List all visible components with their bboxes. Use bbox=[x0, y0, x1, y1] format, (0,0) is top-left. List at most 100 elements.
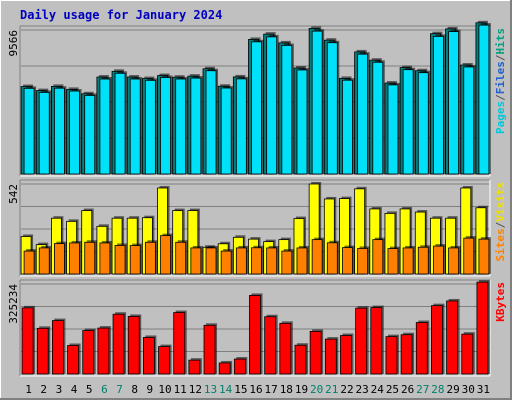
x-tick-label-29: 29 bbox=[446, 383, 459, 396]
x-tick-label-8: 8 bbox=[131, 383, 138, 396]
bar-files-17 bbox=[266, 36, 278, 175]
x-tick-label-22: 22 bbox=[340, 383, 353, 396]
bar-files-6 bbox=[99, 78, 111, 175]
x-axis-tick-labels: 1 2 3 4 5 6 7 8 9 10 11 12 13 14 15 16 17 18 19 20 21 22 23 24 2… bbox=[25, 383, 490, 396]
series-sites bbox=[23, 233, 491, 275]
x-tick-label-25: 25 bbox=[386, 383, 399, 396]
bar-kbytes-15 bbox=[233, 358, 246, 375]
bar-files-5 bbox=[84, 95, 96, 175]
x-tick-label-3: 3 bbox=[56, 383, 63, 396]
bar-sites-13 bbox=[205, 247, 217, 275]
bar-kbytes-6 bbox=[97, 327, 110, 375]
legend-label: KBytes bbox=[494, 282, 507, 322]
bar-kbytes-22 bbox=[340, 335, 352, 375]
bar-sites-17 bbox=[266, 247, 278, 275]
bar-files-18 bbox=[281, 45, 293, 175]
bar-files-14 bbox=[220, 87, 232, 175]
y-max-label: 325234 bbox=[7, 284, 20, 324]
bar-kbytes-18 bbox=[279, 322, 292, 375]
bar-sites-4 bbox=[69, 242, 80, 275]
bar-sites-7 bbox=[114, 245, 126, 275]
x-tick-label-18: 18 bbox=[280, 383, 293, 396]
panel-visits: 542 Sites/Visits bbox=[7, 179, 507, 277]
bar-files-30 bbox=[463, 66, 475, 175]
bar-files-22 bbox=[342, 79, 353, 175]
bar-files-13 bbox=[205, 70, 217, 175]
bar-sites-26 bbox=[402, 247, 414, 275]
bar-kbytes-11 bbox=[173, 312, 186, 375]
bar-sites-15 bbox=[235, 247, 247, 275]
legend-label: / bbox=[494, 221, 507, 228]
x-tick-label-5: 5 bbox=[86, 383, 93, 396]
bar-files-27 bbox=[417, 72, 429, 175]
x-tick-label-13: 13 bbox=[204, 383, 217, 396]
x-tick-label-19: 19 bbox=[295, 383, 308, 396]
bar-files-15 bbox=[235, 78, 247, 175]
x-tick-label-23: 23 bbox=[356, 383, 369, 396]
x-tick-label-16: 16 bbox=[249, 383, 262, 396]
bar-files-8 bbox=[129, 78, 141, 175]
bar-kbytes-3 bbox=[52, 320, 64, 375]
bar-kbytes-7 bbox=[112, 313, 125, 375]
bar-kbytes-16 bbox=[249, 295, 261, 375]
x-tick-label-20: 20 bbox=[310, 383, 323, 396]
bar-kbytes-17 bbox=[264, 316, 277, 375]
x-tick-label-24: 24 bbox=[371, 383, 385, 396]
bar-sites-28 bbox=[433, 245, 444, 275]
bar-kbytes-28 bbox=[431, 305, 443, 375]
bar-files-3 bbox=[54, 87, 65, 175]
series-kbytes bbox=[21, 280, 490, 375]
x-tick-label-11: 11 bbox=[174, 383, 187, 396]
bar-sites-1 bbox=[23, 250, 35, 275]
bar-kbytes-21 bbox=[324, 338, 337, 375]
bar-kbytes-20 bbox=[309, 330, 322, 375]
y-max-label: 9566 bbox=[7, 30, 20, 57]
bar-sites-21 bbox=[326, 242, 338, 275]
bar-kbytes-19 bbox=[294, 344, 307, 375]
bar-kbytes-8 bbox=[127, 316, 140, 375]
bar-sites-11 bbox=[175, 241, 187, 275]
bar-sites-29 bbox=[448, 247, 459, 275]
bar-sites-6 bbox=[99, 242, 111, 275]
bar-files-19 bbox=[296, 69, 308, 175]
bar-files-12 bbox=[190, 77, 202, 175]
legend-label: Pages bbox=[494, 101, 507, 134]
x-tick-label-6: 6 bbox=[101, 383, 108, 396]
x-tick-label-14: 14 bbox=[219, 383, 233, 396]
bar-files-4 bbox=[69, 90, 80, 175]
bar-kbytes-5 bbox=[82, 330, 95, 375]
x-tick-label-30: 30 bbox=[462, 383, 475, 396]
x-tick-label-2: 2 bbox=[40, 383, 47, 396]
x-tick-label-10: 10 bbox=[158, 383, 171, 396]
bar-sites-23 bbox=[357, 248, 369, 275]
bar-kbytes-31 bbox=[476, 281, 489, 375]
bar-sites-14 bbox=[220, 250, 232, 275]
x-tick-label-31: 31 bbox=[477, 383, 490, 396]
bar-kbytes-13 bbox=[203, 324, 216, 375]
x-tick-label-7: 7 bbox=[116, 383, 123, 396]
bar-sites-24 bbox=[372, 239, 384, 275]
x-tick-label-12: 12 bbox=[189, 383, 202, 396]
x-tick-label-27: 27 bbox=[416, 383, 429, 396]
legend-label: / bbox=[494, 54, 507, 61]
bar-kbytes-4 bbox=[67, 345, 79, 375]
x-tick-label-28: 28 bbox=[431, 383, 444, 396]
x-tick-label-21: 21 bbox=[325, 383, 338, 396]
bar-sites-3 bbox=[54, 243, 65, 275]
chart-title: Daily usage for January 2024 bbox=[20, 8, 222, 22]
series-legend: KBytes bbox=[494, 282, 507, 322]
bar-kbytes-24 bbox=[370, 307, 383, 375]
bar-kbytes-10 bbox=[158, 346, 170, 375]
bar-kbytes-2 bbox=[36, 327, 49, 375]
bar-kbytes-26 bbox=[400, 334, 413, 375]
bar-sites-9 bbox=[144, 241, 156, 275]
bar-kbytes-23 bbox=[355, 307, 368, 375]
bar-files-26 bbox=[402, 69, 414, 175]
bar-sites-30 bbox=[463, 237, 475, 275]
legend-label: Files bbox=[494, 61, 507, 94]
bar-files-9 bbox=[144, 79, 156, 175]
bar-sites-19 bbox=[296, 247, 308, 275]
bar-sites-8 bbox=[129, 245, 141, 275]
bar-kbytes-25 bbox=[385, 336, 398, 375]
